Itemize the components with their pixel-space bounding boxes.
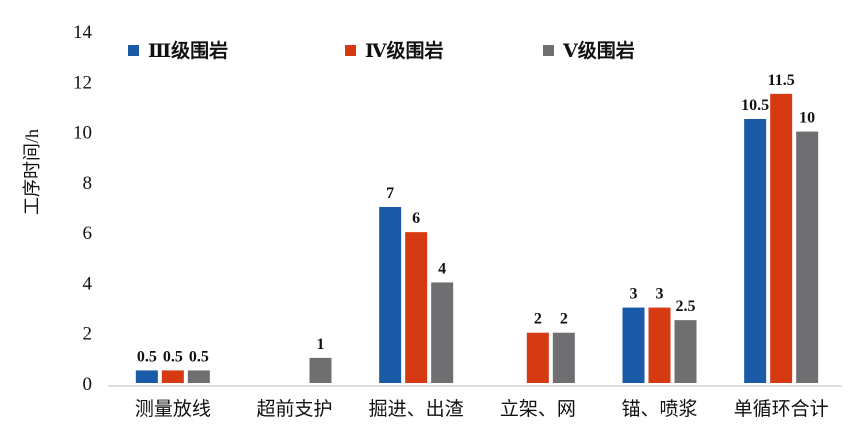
data-label: 10: [799, 110, 815, 127]
y-tick-label: 14: [73, 22, 93, 43]
x-category-label: 立架、网: [500, 398, 576, 420]
y-axis-label: 工序时间/h: [22, 129, 42, 215]
data-label: 0.5: [137, 348, 157, 365]
y-tick-label: 4: [83, 273, 93, 294]
data-label: 3: [656, 286, 664, 303]
bar: [770, 93, 793, 383]
bar: [161, 370, 184, 383]
data-label: 0.5: [163, 348, 183, 365]
bar: [622, 307, 645, 383]
bar: [379, 207, 402, 383]
bar: [431, 282, 454, 383]
y-tick-label: 10: [73, 123, 92, 144]
data-label: 6: [412, 210, 420, 227]
y-tick-label: 8: [83, 173, 93, 194]
data-label: 10.5: [741, 97, 769, 114]
legend-label: Ⅳ级围岩: [365, 39, 444, 62]
bar: [405, 232, 428, 383]
data-label: 4: [438, 260, 446, 277]
x-category-label: 单循环合计: [734, 398, 829, 420]
bar: [187, 370, 210, 383]
data-label: 2: [560, 311, 568, 328]
x-category-label: 测量放线: [135, 398, 211, 420]
data-label: 2.5: [676, 298, 696, 315]
x-category-label: 超前支护: [256, 398, 332, 420]
y-tick-label: 12: [73, 72, 92, 93]
legend-label: Ⅴ级围岩: [562, 39, 635, 62]
y-tick-label: 6: [83, 223, 93, 244]
bar: [796, 131, 819, 383]
data-label: 1: [317, 336, 325, 353]
bar: [648, 307, 671, 383]
data-label: 3: [630, 286, 638, 303]
x-category-label: 锚、喷浆: [621, 398, 697, 420]
x-category-label: 掘进、出渣: [369, 398, 464, 420]
bar: [674, 320, 697, 383]
data-label: 2: [534, 311, 542, 328]
bar: [135, 370, 158, 383]
bar: [526, 332, 549, 383]
data-label: 0.5: [189, 348, 209, 365]
y-tick-label: 0: [83, 374, 93, 395]
bar: [744, 119, 767, 383]
legend-swatch: [128, 45, 139, 56]
legend-swatch: [543, 45, 554, 56]
bar: [552, 332, 575, 383]
bar: [309, 357, 332, 383]
data-label: 11.5: [768, 72, 795, 89]
legend-label: Ⅲ级围岩: [148, 39, 228, 62]
legend-swatch: [345, 45, 356, 56]
y-tick-label: 2: [83, 324, 93, 345]
data-label: 7: [386, 185, 394, 202]
